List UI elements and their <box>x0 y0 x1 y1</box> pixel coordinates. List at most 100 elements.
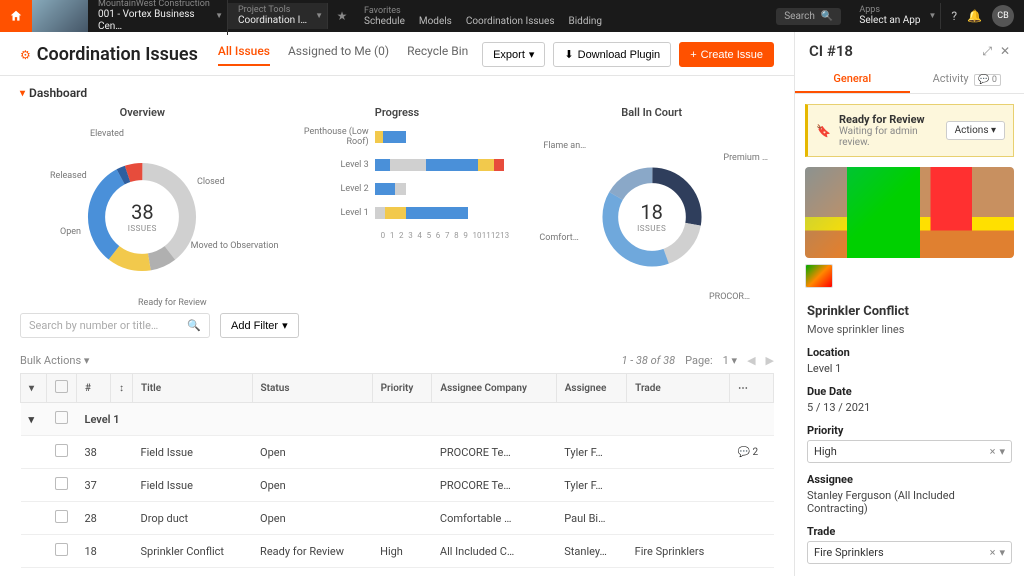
search-icon: 🔍 <box>187 319 201 332</box>
page-header: ⚙ Coordination Issues All Issues Assigne… <box>0 32 794 76</box>
tool-label: Coordination I… <box>238 15 317 27</box>
chevron-down-icon: ▼ <box>215 11 223 21</box>
download-icon: ⬇ <box>564 48 573 61</box>
priority-select[interactable]: High×▾ <box>807 440 1012 463</box>
favorites-block: Favorites Schedule Models Coordination I… <box>356 4 610 29</box>
hbar-row: Level 3 <box>285 159 510 171</box>
project-thumbnail[interactable] <box>32 0 88 32</box>
popout-icon[interactable]: ⤢ <box>982 44 992 59</box>
panel-title: CI #18 <box>809 42 974 60</box>
clear-icon[interactable]: × <box>986 546 1000 559</box>
create-issue-button[interactable]: + Create Issue <box>679 42 774 67</box>
tab-assigned[interactable]: Assigned to Me (0) <box>288 44 389 66</box>
topbar-icons: ? 🔔 CB <box>941 5 1024 27</box>
donut-center: 38 ISSUES <box>128 200 157 233</box>
apps-value: Select an App <box>859 15 932 27</box>
issue-title: Sprinkler Conflict <box>807 304 1012 319</box>
tool-crumb[interactable]: Project Tools Coordination I… ▼ <box>228 3 328 30</box>
tab-activity[interactable]: Activity 💬 0 <box>910 66 1024 93</box>
detail-panel: CI #18 ⤢ ✕ General Activity 💬 0 🔖 Ready … <box>794 32 1024 576</box>
col-header[interactable]: ↕ <box>111 374 133 403</box>
page-title: Coordination Issues <box>37 44 198 65</box>
search-icon: 🔍 <box>821 11 833 22</box>
location-label: Location <box>807 346 1012 359</box>
fav-link[interactable]: Coordination Issues <box>466 16 555 27</box>
home-button[interactable] <box>0 0 32 32</box>
clear-icon[interactable]: × <box>986 445 1000 458</box>
chevron-down-icon: ▾ <box>999 445 1005 458</box>
col-header[interactable]: Assignee Company <box>432 374 556 403</box>
row-checkbox[interactable] <box>55 510 68 523</box>
download-plugin-button[interactable]: ⬇ Download Plugin <box>553 42 671 67</box>
col-header[interactable]: Status <box>252 374 372 403</box>
banner-sub: Waiting for admin review. <box>839 126 918 148</box>
col-header[interactable]: Trade <box>627 374 730 403</box>
company-label: MountainWest Construction <box>98 0 217 9</box>
table-row[interactable]: 18Sprinkler ConflictReady for ReviewHigh… <box>21 535 774 568</box>
panel-tabs: General Activity 💬 0 <box>795 66 1024 94</box>
help-icon[interactable]: ? <box>951 9 957 23</box>
donut-segment-label: PROCOR… <box>709 292 750 302</box>
close-icon[interactable]: ✕ <box>1000 44 1010 58</box>
table-row[interactable]: 37Field IssueOpenPROCORE Te…Tyler F… <box>21 469 774 502</box>
row-checkbox[interactable] <box>55 543 68 556</box>
hbar-row: Level 1 <box>285 207 510 219</box>
row-checkbox[interactable] <box>55 444 68 457</box>
company-crumb[interactable]: MountainWest Construction 001 - Vortex B… <box>88 0 228 35</box>
col-header[interactable]: ▾ <box>21 374 47 403</box>
bulk-actions[interactable]: Bulk Actions ▾ <box>20 354 89 367</box>
issue-screenshot[interactable] <box>805 167 1014 258</box>
table-row[interactable]: 38Field IssueOpenPROCORE Te…Tyler F…💬 2 <box>21 436 774 469</box>
export-button[interactable]: Export ▾ <box>482 42 545 67</box>
issues-table: ▾ #↕TitleStatusPriorityAssignee CompanyAs… <box>20 373 774 568</box>
location-value: Level 1 <box>807 362 1012 375</box>
favorites-links: Schedule Models Coordination Issues Bidd… <box>364 16 602 27</box>
trade-select[interactable]: Fire Sprinklers×▾ <box>807 541 1012 564</box>
fav-link[interactable]: Schedule <box>364 16 405 27</box>
col-header[interactable]: Title <box>133 374 253 403</box>
page-select[interactable]: 1 ▾ <box>723 354 737 367</box>
col-header[interactable]: Priority <box>372 374 432 403</box>
hbar-label: Level 2 <box>285 184 375 194</box>
activity-count: 💬 0 <box>974 74 1001 86</box>
notifications-icon[interactable]: 🔔 <box>967 9 982 23</box>
next-page-icon[interactable]: ▶ <box>766 354 774 367</box>
panel-header: CI #18 ⤢ ✕ <box>795 32 1024 66</box>
search-input[interactable]: Search by number or title…🔍 <box>20 313 210 338</box>
table-row[interactable]: 28Drop ductOpenComfortable …Paul Bi… <box>21 502 774 535</box>
screenshot-thumbnail[interactable] <box>805 264 833 288</box>
project-label: 001 - Vortex Business Cen… <box>98 9 217 33</box>
favorite-star-icon[interactable]: ★ <box>328 9 356 23</box>
dashboard-toggle[interactable]: ▾Dashboard <box>0 76 794 106</box>
tab-recycle[interactable]: Recycle Bin <box>407 44 468 66</box>
search-label: Search <box>784 11 815 22</box>
user-avatar[interactable]: CB <box>992 5 1014 27</box>
col-header[interactable] <box>47 374 77 403</box>
donut-segment-label: Closed <box>197 177 225 187</box>
review-icon: 🔖 <box>816 124 831 138</box>
tab-all-issues[interactable]: All Issues <box>218 44 270 66</box>
gear-icon[interactable]: ⚙ <box>20 48 31 62</box>
overview-chart: Overview 38 ISSUES ClosedMoved to Observ… <box>20 106 265 293</box>
fav-link[interactable]: Bidding <box>569 16 603 27</box>
apps-selector[interactable]: Apps Select an App ▼ <box>851 3 941 30</box>
table-toolbar: Bulk Actions ▾ 1 - 38 of 38 Page: 1 ▾ ◀ … <box>0 348 794 373</box>
donut-segment-label: Released <box>50 171 87 181</box>
chevron-down-icon: ▾ <box>282 319 288 332</box>
fav-link[interactable]: Models <box>419 16 452 27</box>
prev-page-icon[interactable]: ◀ <box>747 354 755 367</box>
donut-segment-label: Ready for Review <box>138 298 188 308</box>
chart-title: Overview <box>20 106 265 119</box>
col-header[interactable]: Assignee <box>556 374 626 403</box>
assignee-value: Stanley Ferguson (All Included Contracti… <box>807 489 1012 515</box>
actions-button[interactable]: Actions ▾ <box>946 121 1005 140</box>
add-filter-button[interactable]: Add Filter ▾ <box>220 313 299 338</box>
priority-label: Priority <box>807 424 1012 437</box>
global-search[interactable]: Search 🔍 <box>776 8 841 25</box>
table-group-row[interactable]: ▾Level 1 <box>21 403 774 436</box>
row-checkbox[interactable] <box>55 477 68 490</box>
col-header[interactable]: # <box>77 374 111 403</box>
donut-segment-label: Comfort… <box>539 233 578 243</box>
tab-general[interactable]: General <box>795 66 910 93</box>
col-header[interactable]: ⋯ <box>730 374 774 403</box>
